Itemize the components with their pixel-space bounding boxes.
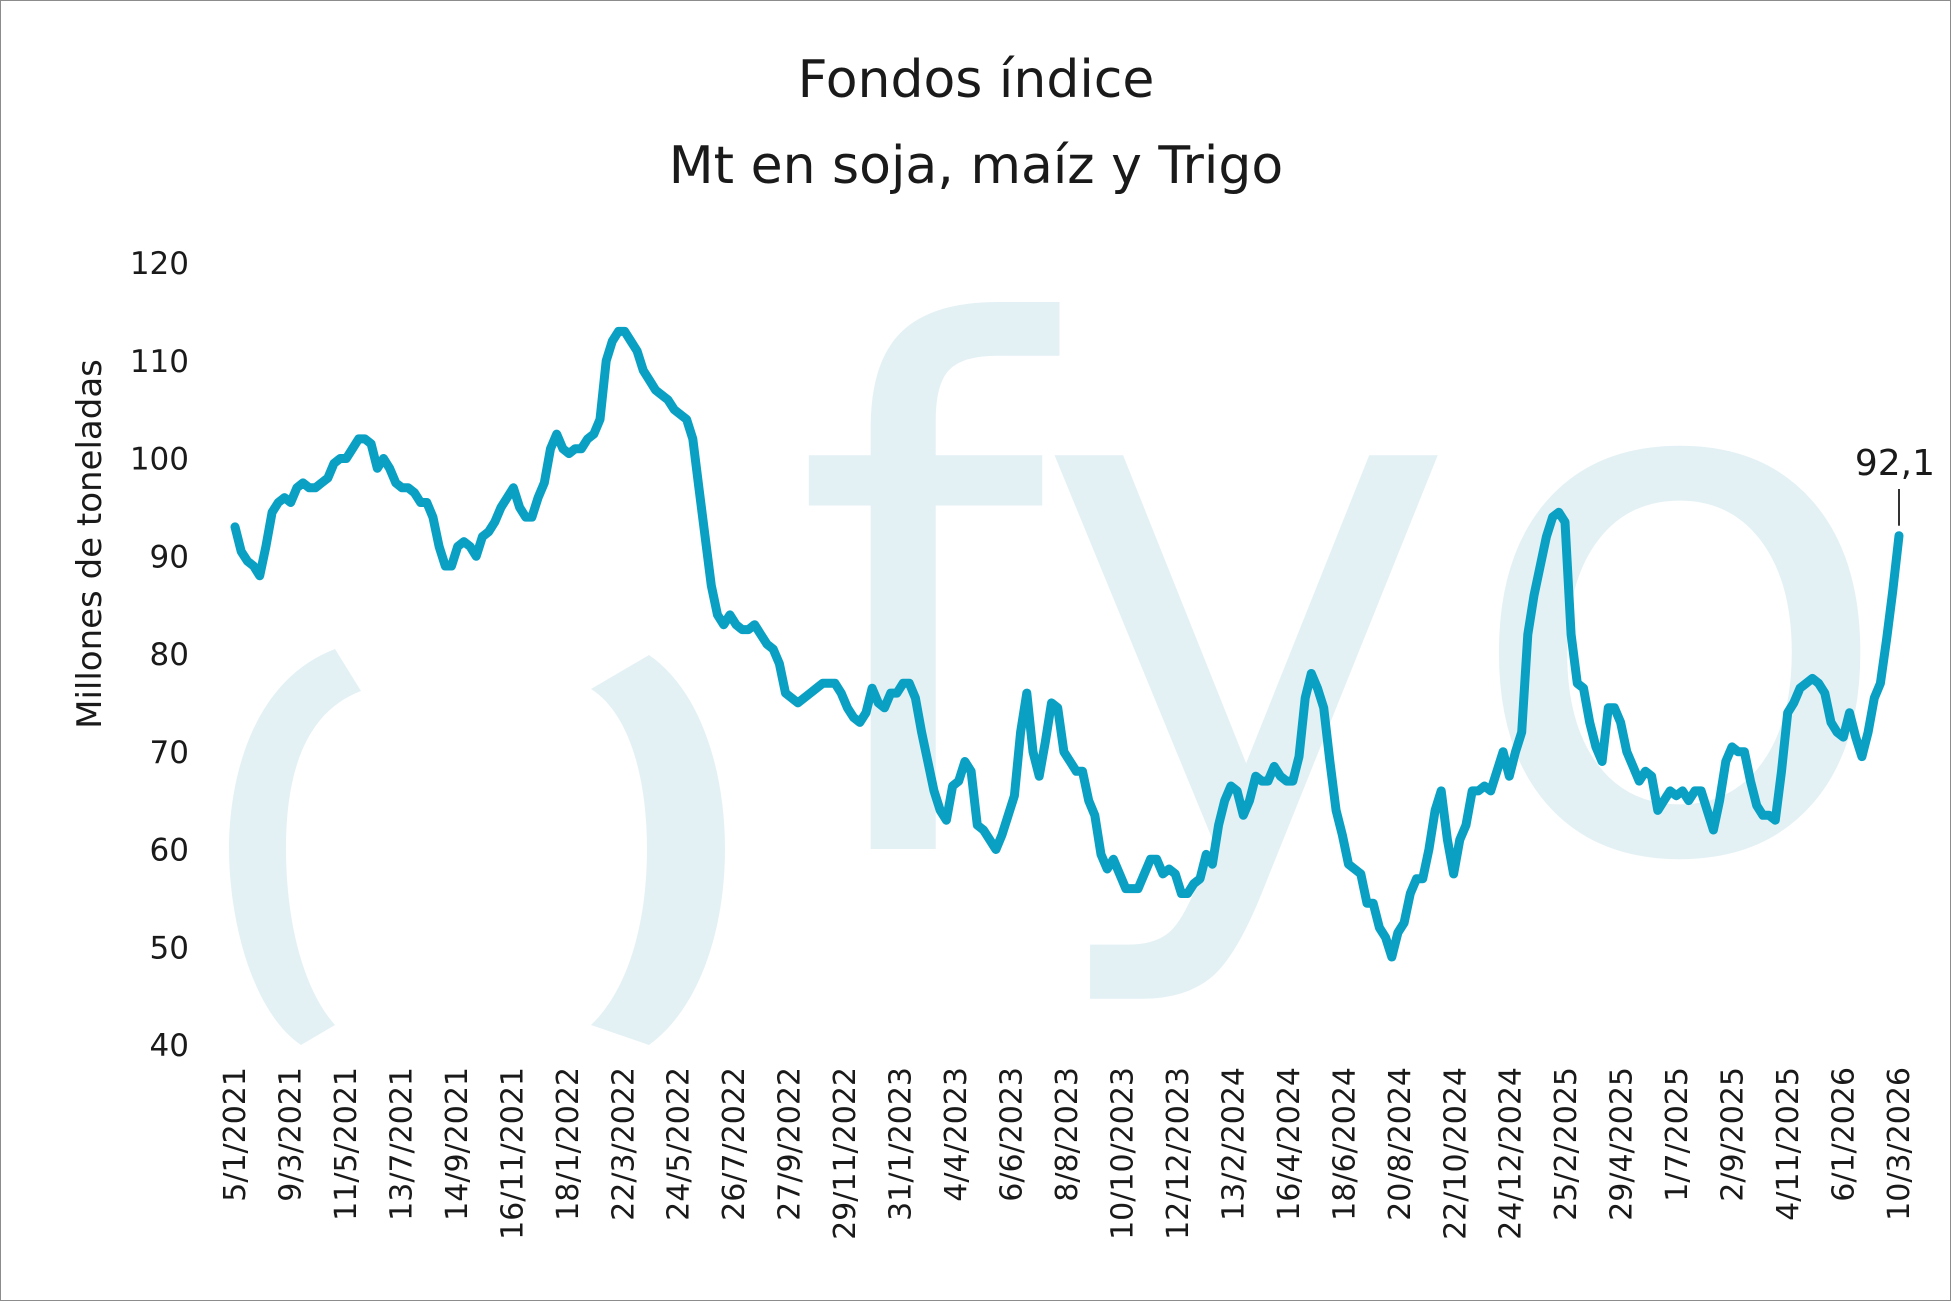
y-tick-label: 40 — [150, 1028, 189, 1064]
watermark-left-bracket — [229, 649, 361, 1045]
x-tick-label: 9/3/2021 — [274, 1067, 309, 1202]
y-tick-label: 50 — [150, 930, 189, 966]
y-axis-label: Millones de toneladas — [70, 359, 110, 729]
y-axis-ticks: 40 50 60 70 80 90 100 110 120 — [130, 246, 189, 1064]
y-tick-label: 110 — [130, 344, 189, 380]
y-tick-label: 90 — [150, 539, 189, 575]
annotations: 92,1 — [1855, 443, 1935, 526]
x-tick-label: 29/11/2022 — [828, 1067, 863, 1240]
x-tick-label: 13/2/2024 — [1216, 1067, 1251, 1221]
x-tick-label: 10/10/2023 — [1106, 1067, 1141, 1240]
x-tick-label: 1/7/2025 — [1660, 1067, 1695, 1202]
x-tick-label: 22/3/2022 — [606, 1067, 641, 1221]
x-tick-label: 12/12/2023 — [1161, 1067, 1196, 1240]
y-tick-label: 60 — [150, 833, 189, 869]
chart-title: Fondos índice — [798, 50, 1155, 110]
x-tick-label: 10/3/2026 — [1882, 1067, 1917, 1221]
y-tick-label: 120 — [130, 246, 189, 282]
y-tick-label: 80 — [150, 637, 189, 673]
x-tick-label: 13/7/2021 — [384, 1067, 419, 1221]
x-tick-label: 8/8/2023 — [1050, 1067, 1085, 1202]
last-value-label: 92,1 — [1855, 443, 1935, 484]
x-tick-label: 6/1/2026 — [1827, 1067, 1862, 1202]
x-tick-label: 22/10/2024 — [1438, 1067, 1473, 1240]
x-tick-label: 5/1/2021 — [218, 1067, 253, 1202]
series-line — [230, 326, 1904, 962]
watermark-text: fyo — [792, 181, 1899, 1019]
x-tick-label: 18/6/2024 — [1327, 1067, 1362, 1221]
x-tick-label: 11/5/2021 — [329, 1067, 364, 1221]
x-tick-label: 6/6/2023 — [995, 1067, 1030, 1202]
x-tick-label: 14/9/2021 — [440, 1067, 475, 1221]
x-tick-label: 16/4/2024 — [1272, 1067, 1307, 1221]
watermark-right-bracket — [591, 655, 725, 1045]
x-tick-label: 18/1/2022 — [551, 1067, 586, 1221]
fyo-watermark: fyo — [229, 181, 1900, 1045]
y-tick-label: 70 — [150, 735, 189, 771]
x-tick-label: 2/9/2025 — [1716, 1067, 1751, 1202]
x-tick-label: 20/8/2024 — [1383, 1067, 1418, 1221]
x-tick-label: 4/11/2025 — [1771, 1067, 1806, 1221]
x-tick-label: 24/5/2022 — [662, 1067, 697, 1221]
chart-subtitle: Mt en soja, maíz y Trigo — [669, 136, 1283, 196]
x-tick-label: 16/11/2021 — [495, 1067, 530, 1240]
x-tick-label: 25/2/2025 — [1549, 1067, 1584, 1221]
x-tick-label: 24/12/2024 — [1494, 1067, 1529, 1240]
y-tick-label: 100 — [130, 442, 189, 478]
x-tick-label: 31/1/2023 — [884, 1067, 919, 1221]
x-axis-ticks: 5/1/2021 9/3/2021 11/5/2021 13/7/2021 14/9/2… — [218, 1067, 1917, 1240]
x-tick-label: 4/4/2023 — [939, 1067, 974, 1202]
series-group — [230, 326, 1904, 962]
x-tick-label: 26/7/2022 — [717, 1067, 752, 1221]
x-tick-label: 29/4/2025 — [1605, 1067, 1640, 1221]
x-tick-label: 27/9/2022 — [773, 1067, 808, 1221]
